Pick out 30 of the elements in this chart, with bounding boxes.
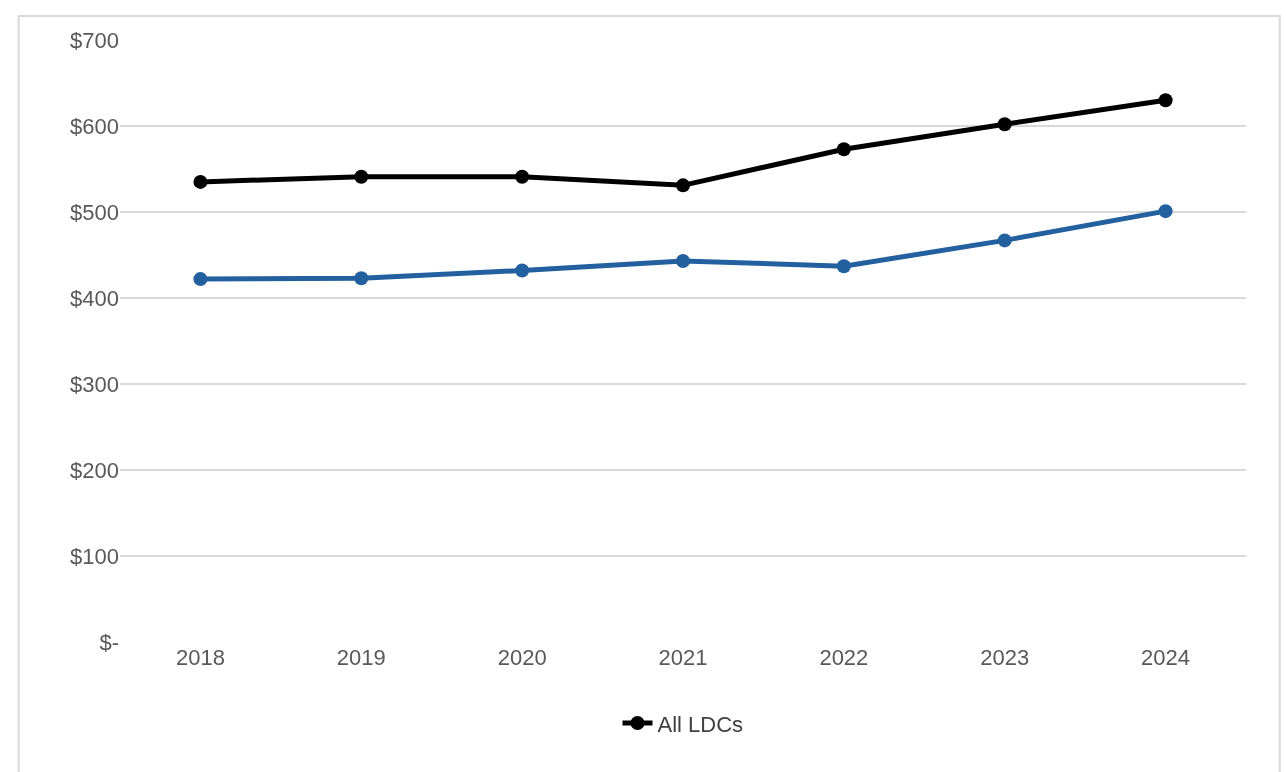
point <box>676 254 690 269</box>
point <box>515 263 530 278</box>
y-tick-label: $700 <box>70 27 119 53</box>
y-tick-label: $600 <box>70 113 119 139</box>
y-tick-label: $400 <box>70 285 119 311</box>
y-tick-label: $300 <box>70 371 119 397</box>
x-tick-label: 2020 <box>497 645 547 670</box>
point <box>1158 204 1173 219</box>
x-tick-label: 2021 <box>658 645 708 670</box>
x-tick-label: 2019 <box>336 645 386 670</box>
point <box>354 169 369 184</box>
point <box>193 272 208 287</box>
y-tick-label: $500 <box>70 199 119 225</box>
point <box>193 174 208 189</box>
point <box>515 169 530 184</box>
point <box>354 271 369 286</box>
point <box>997 233 1012 248</box>
point <box>836 259 851 274</box>
legend-label: All LDCs <box>657 711 744 737</box>
y-tick-label: $- <box>99 629 119 655</box>
y-tick-label: $100 <box>70 543 119 569</box>
y-tick-label: $200 <box>70 457 119 483</box>
x-tick-label: 2022 <box>819 645 869 670</box>
point <box>997 117 1012 132</box>
point <box>1158 93 1173 108</box>
point <box>836 142 851 157</box>
point <box>676 178 690 193</box>
x-tick-label: 2023 <box>980 645 1030 670</box>
x-tick-label: 2024 <box>1141 645 1191 670</box>
x-tick-label: 2018 <box>175 645 225 670</box>
